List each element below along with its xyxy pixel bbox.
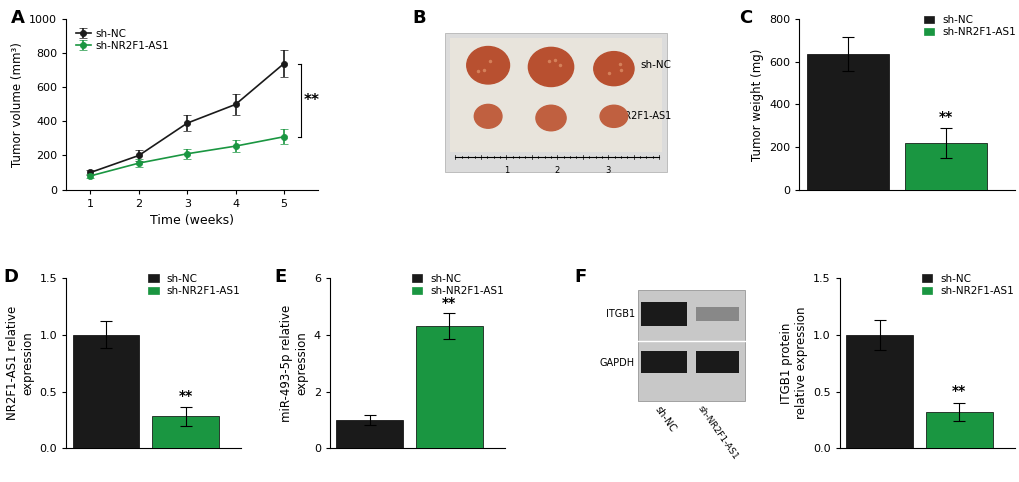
Text: sh-NC: sh-NC — [640, 60, 672, 70]
Text: GAPDH: GAPDH — [599, 358, 634, 368]
Text: sh-NC: sh-NC — [652, 404, 677, 433]
Bar — [152, 416, 219, 448]
Text: ITGB1: ITGB1 — [605, 309, 634, 319]
Text: E: E — [274, 268, 286, 286]
Bar — [904, 143, 986, 189]
Text: B: B — [413, 9, 426, 27]
Text: D: D — [3, 268, 18, 286]
FancyBboxPatch shape — [640, 302, 686, 326]
Ellipse shape — [474, 105, 501, 128]
FancyBboxPatch shape — [695, 351, 738, 374]
FancyBboxPatch shape — [445, 33, 666, 173]
Text: F: F — [575, 268, 587, 286]
Y-axis label: Tumor volume (mm³): Tumor volume (mm³) — [11, 42, 23, 167]
Text: **: ** — [938, 109, 953, 123]
Text: 1: 1 — [503, 166, 508, 174]
FancyBboxPatch shape — [695, 307, 738, 321]
Text: 3: 3 — [605, 166, 610, 174]
Text: **: ** — [178, 389, 193, 403]
Bar — [336, 420, 403, 448]
FancyBboxPatch shape — [450, 38, 661, 152]
Y-axis label: Tumor weight (mg): Tumor weight (mg) — [750, 48, 763, 161]
Ellipse shape — [593, 52, 634, 86]
Bar — [806, 54, 889, 189]
Text: C: C — [738, 9, 751, 27]
Bar — [416, 326, 482, 448]
Legend: sh-NC, sh-NR2F1-AS1: sh-NC, sh-NR2F1-AS1 — [917, 269, 1017, 300]
Ellipse shape — [535, 105, 566, 131]
Text: A: A — [11, 9, 24, 27]
Text: sh-NR2F1-AS1: sh-NR2F1-AS1 — [696, 404, 740, 461]
Y-axis label: miR-493-5p relative
expression: miR-493-5p relative expression — [280, 305, 308, 422]
Ellipse shape — [528, 47, 573, 87]
Bar — [72, 335, 140, 448]
Ellipse shape — [599, 105, 627, 127]
Text: 2: 2 — [554, 166, 559, 174]
FancyBboxPatch shape — [637, 290, 744, 401]
Bar — [846, 335, 912, 448]
Legend: sh-NC, sh-NR2F1-AS1: sh-NC, sh-NR2F1-AS1 — [408, 269, 508, 300]
Legend: sh-NC, sh-NR2F1-AS1: sh-NC, sh-NR2F1-AS1 — [144, 269, 245, 300]
Ellipse shape — [467, 47, 510, 84]
Legend: sh-NC, sh-NR2F1-AS1: sh-NC, sh-NR2F1-AS1 — [71, 25, 173, 55]
X-axis label: Time (weeks): Time (weeks) — [150, 214, 233, 227]
Text: **: ** — [303, 93, 319, 107]
Text: sh-NR2F1-AS1: sh-NR2F1-AS1 — [602, 111, 672, 121]
Y-axis label: ITGB1 protein
relative expression: ITGB1 protein relative expression — [779, 307, 807, 419]
Text: **: ** — [951, 384, 965, 398]
Bar — [925, 412, 991, 448]
Text: **: ** — [442, 296, 455, 310]
FancyBboxPatch shape — [640, 351, 686, 374]
Y-axis label: NR2F1-AS1 relative
expression: NR2F1-AS1 relative expression — [6, 306, 34, 420]
Legend: sh-NC, sh-NR2F1-AS1: sh-NC, sh-NR2F1-AS1 — [919, 11, 1019, 41]
